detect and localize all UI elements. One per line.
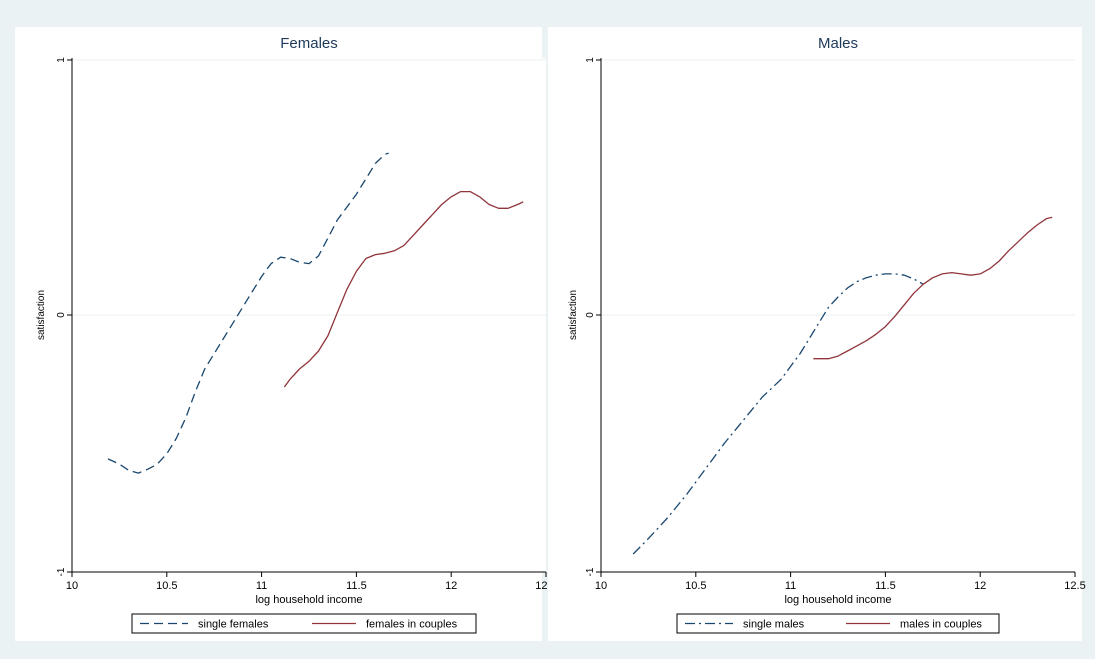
chart-title: Females (280, 35, 338, 52)
chart-panel-2: -1 0 1 10 10.5 11 11.5 12 12.5 log household inco… (548, 27, 1086, 641)
x-tick-label: 11.5 (875, 580, 896, 592)
y-axis-label: satisfaction (36, 290, 47, 340)
x-axis-label: log household income (255, 594, 362, 606)
x-tick-label: 12 (445, 580, 457, 592)
series-line-2 (813, 216, 1053, 360)
legend-box (676, 613, 1000, 634)
x-tick-label: 10 (66, 580, 78, 592)
x-tick-label: 10.5 (156, 580, 177, 592)
legend-box (131, 613, 477, 634)
x-axis-label: log household income (784, 594, 891, 606)
x-tick-label: 10 (595, 580, 607, 592)
legend-label-1: single males (743, 619, 805, 631)
x-tick-label: 10.5 (685, 580, 706, 592)
y-tick-label: 0 (56, 312, 67, 318)
legend-label-2: males in couples (900, 619, 982, 631)
y-tick-label: 1 (56, 57, 67, 63)
x-tick-label: 11 (785, 580, 796, 592)
y-tick-label: -1 (585, 567, 596, 576)
legend: single females females in couples (131, 613, 477, 634)
series-line-1 (632, 273, 924, 555)
chart-title: Males (818, 35, 858, 52)
x-tick-label: 11 (256, 580, 267, 592)
y-tick-label: 0 (585, 312, 596, 318)
legend-label-1: single females (198, 619, 269, 631)
y-tick-label: 1 (585, 57, 596, 63)
x-tick-label: 11.5 (346, 580, 367, 592)
x-tick-label: 12 (974, 580, 986, 592)
x-tick-label: 12.5 (1064, 580, 1085, 592)
legend: single males males in couples (676, 613, 1000, 634)
y-axis-label: satisfaction (568, 290, 579, 340)
y-tick-label: -1 (56, 567, 67, 576)
series-line-1 (107, 152, 389, 474)
series-line-2 (283, 190, 524, 388)
legend-label-2: females in couples (366, 619, 458, 631)
